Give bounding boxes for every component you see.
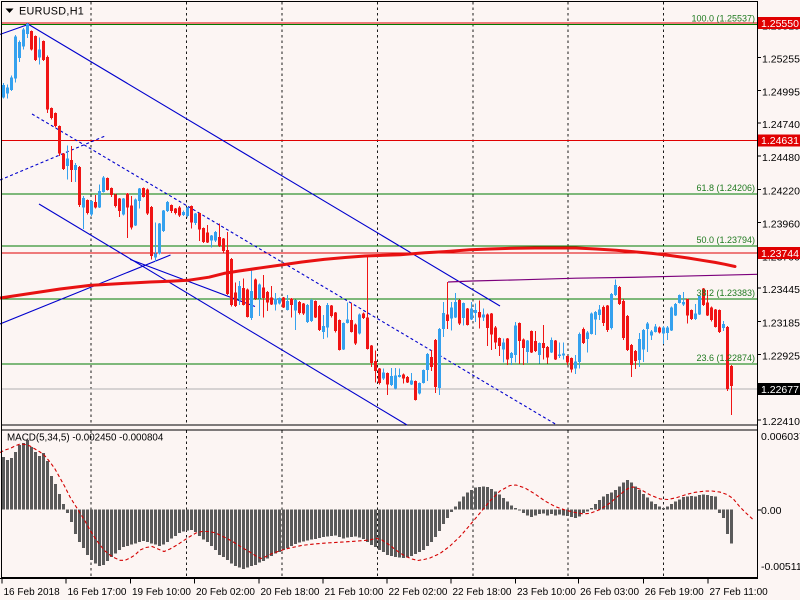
svg-text:1.25255: 1.25255 bbox=[762, 53, 800, 65]
svg-text:1.24220: 1.24220 bbox=[762, 185, 800, 197]
svg-text:1.23185: 1.23185 bbox=[762, 317, 800, 329]
svg-text:1.22410: 1.22410 bbox=[762, 416, 800, 428]
svg-text:1.23445: 1.23445 bbox=[762, 284, 800, 296]
svg-text:1.24995: 1.24995 bbox=[762, 87, 800, 99]
svg-text:23.6 (1.22874): 23.6 (1.22874) bbox=[696, 353, 755, 363]
svg-text:61.8 (1.24206): 61.8 (1.24206) bbox=[696, 183, 755, 193]
svg-text:-0.005114: -0.005114 bbox=[761, 561, 800, 573]
svg-text:EURUSD,H1: EURUSD,H1 bbox=[19, 6, 84, 18]
svg-text:26 Feb 03:00: 26 Feb 03:00 bbox=[580, 587, 639, 598]
svg-text:1.23960: 1.23960 bbox=[762, 219, 800, 231]
svg-text:16 Feb 2018: 16 Feb 2018 bbox=[4, 587, 61, 598]
svg-text:100.0 (1.25537): 100.0 (1.25537) bbox=[691, 14, 755, 24]
svg-text:22 Feb 18:00: 22 Feb 18:00 bbox=[453, 587, 512, 598]
svg-text:1.23744: 1.23744 bbox=[761, 248, 799, 260]
svg-text:16 Feb 17:00: 16 Feb 17:00 bbox=[68, 587, 127, 598]
svg-text:0.006037: 0.006037 bbox=[761, 431, 800, 443]
svg-text:19 Feb 10:00: 19 Feb 10:00 bbox=[132, 587, 191, 598]
svg-text:21 Feb 10:00: 21 Feb 10:00 bbox=[325, 587, 384, 598]
svg-text:MACD(5,34,5) -0.002450 -0.0008: MACD(5,34,5) -0.002450 -0.000804 bbox=[7, 433, 164, 444]
svg-text:1.24740: 1.24740 bbox=[762, 119, 800, 131]
svg-text:50.0 (1.23794): 50.0 (1.23794) bbox=[696, 235, 755, 245]
svg-text:22 Feb 02:00: 22 Feb 02:00 bbox=[389, 587, 448, 598]
svg-text:1.24480: 1.24480 bbox=[762, 152, 800, 164]
svg-text:20 Feb 18:00: 20 Feb 18:00 bbox=[261, 587, 320, 598]
svg-text:0.00: 0.00 bbox=[761, 505, 782, 517]
svg-text:1.22925: 1.22925 bbox=[762, 350, 800, 362]
svg-text:1.22677: 1.22677 bbox=[761, 384, 799, 396]
svg-text:38.2 (1.23383): 38.2 (1.23383) bbox=[696, 288, 755, 298]
svg-text:1.25550: 1.25550 bbox=[761, 18, 799, 30]
svg-text:26 Feb 19:00: 26 Feb 19:00 bbox=[645, 587, 704, 598]
svg-text:27 Feb 11:00: 27 Feb 11:00 bbox=[710, 587, 769, 598]
svg-text:23 Feb 10:00: 23 Feb 10:00 bbox=[517, 587, 576, 598]
svg-text:1.24631: 1.24631 bbox=[761, 135, 799, 147]
svg-text:20 Feb 02:00: 20 Feb 02:00 bbox=[196, 587, 255, 598]
